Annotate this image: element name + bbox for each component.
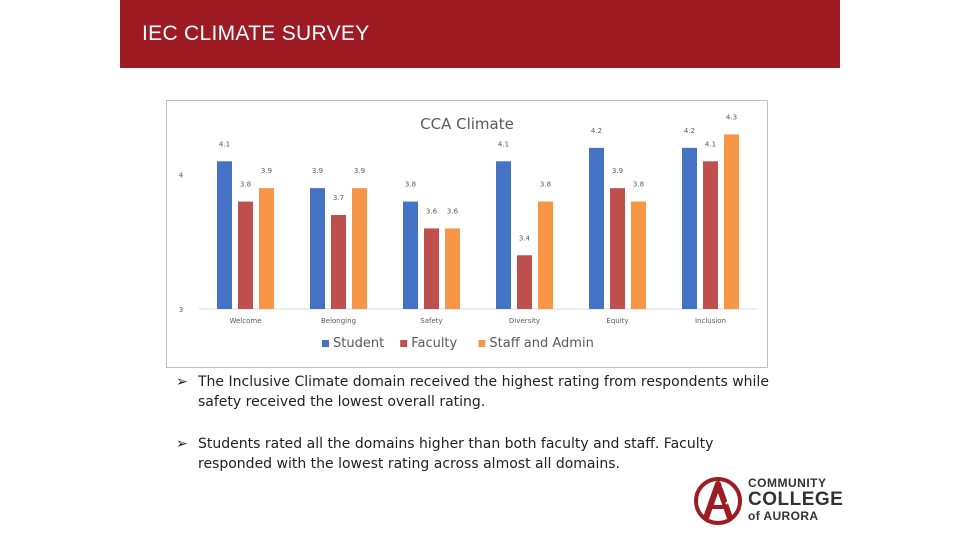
bar-student: [310, 188, 325, 309]
x-tick-label: Welcome: [229, 317, 261, 325]
bar-staff-and-admin: [538, 201, 553, 309]
bullet-text: Students rated all the domains higher th…: [198, 436, 714, 472]
data-label: 3.9: [612, 167, 623, 175]
arrow-bullet-icon: ➢: [176, 436, 188, 452]
data-label: 4.1: [219, 140, 230, 148]
bar-chart: CCA Climate 3 4 4.1 3.8 3.9 Welcome 3.9 3.7 3.9 Be…: [179, 113, 757, 351]
data-label: 3.8: [405, 181, 416, 189]
bar-student: [682, 147, 697, 309]
bar-faculty: [703, 161, 718, 309]
bullet-item: ➢ The Inclusive Climate domain received …: [176, 372, 776, 412]
data-label: 3.6: [426, 207, 438, 215]
bullet-item: ➢ Students rated all the domains higher …: [176, 434, 776, 474]
bar-faculty: [424, 228, 439, 309]
bar-staff-and-admin: [631, 201, 646, 309]
data-label: 4.3: [726, 113, 737, 121]
y-tick-label: 3: [179, 306, 183, 314]
legend-label: Faculty: [411, 336, 457, 351]
chart-title: CCA Climate: [420, 115, 514, 133]
legend-swatch: [400, 340, 408, 347]
logo-wordmark: COMMUNITY COLLEGE of AURORA: [748, 476, 843, 523]
bar-staff-and-admin: [724, 134, 739, 309]
slide-title: IEC CLIMATE SURVEY: [142, 22, 370, 45]
data-label: 3.4: [519, 234, 531, 242]
data-label: 4.2: [684, 127, 695, 135]
data-label: 4.2: [591, 127, 602, 135]
data-label: 4.1: [498, 140, 509, 148]
legend-label: Student: [333, 336, 384, 351]
bar-faculty: [610, 188, 625, 309]
x-tick-label: Safety: [420, 317, 442, 325]
logo-line-community: COMMUNITY: [748, 476, 827, 490]
bar-student: [217, 161, 232, 309]
data-label: 3.6: [447, 207, 459, 215]
header-bar: IEC CLIMATE SURVEY: [120, 0, 840, 68]
chart-container: CCA Climate 3 4 4.1 3.8 3.9 Welcome 3.9 3.7 3.9 Be…: [166, 100, 768, 368]
college-emblem-icon: [694, 477, 742, 525]
bar-faculty: [517, 255, 532, 309]
data-label: 3.7: [333, 194, 344, 202]
bar-student: [589, 147, 604, 309]
college-logo: COMMUNITY COLLEGE of AURORA: [692, 474, 843, 530]
data-label: 3.8: [633, 181, 644, 189]
x-tick-label: Equity: [606, 317, 628, 325]
legend-label: Staff and Admin: [489, 336, 593, 351]
x-tick-label: Diversity: [509, 317, 540, 325]
data-label: 3.9: [261, 167, 272, 175]
bar-student: [496, 161, 511, 309]
bar-faculty: [238, 201, 253, 309]
x-tick-label: Belonging: [321, 317, 356, 325]
data-label: 3.9: [354, 167, 365, 175]
bar-faculty: [331, 215, 346, 309]
logo-line-college: COLLEGE: [748, 489, 844, 510]
y-tick-label: 4: [179, 172, 184, 180]
bar-student: [403, 201, 418, 309]
legend-swatch: [322, 340, 329, 347]
data-label: 3.8: [240, 181, 251, 189]
logo-line-aurora: of AURORA: [748, 509, 819, 523]
data-label: 3.9: [312, 167, 323, 175]
bar-staff-and-admin: [445, 228, 460, 309]
bar-staff-and-admin: [259, 188, 274, 309]
bar-staff-and-admin: [352, 188, 367, 309]
arrow-bullet-icon: ➢: [176, 374, 188, 390]
legend-swatch: [478, 340, 486, 347]
x-tick-label: Inclusion: [695, 317, 726, 325]
bullet-text: The Inclusive Climate domain received th…: [198, 374, 769, 410]
data-label: 4.1: [705, 140, 716, 148]
data-label: 3.8: [540, 181, 551, 189]
bullet-list: ➢ The Inclusive Climate domain received …: [176, 372, 776, 496]
